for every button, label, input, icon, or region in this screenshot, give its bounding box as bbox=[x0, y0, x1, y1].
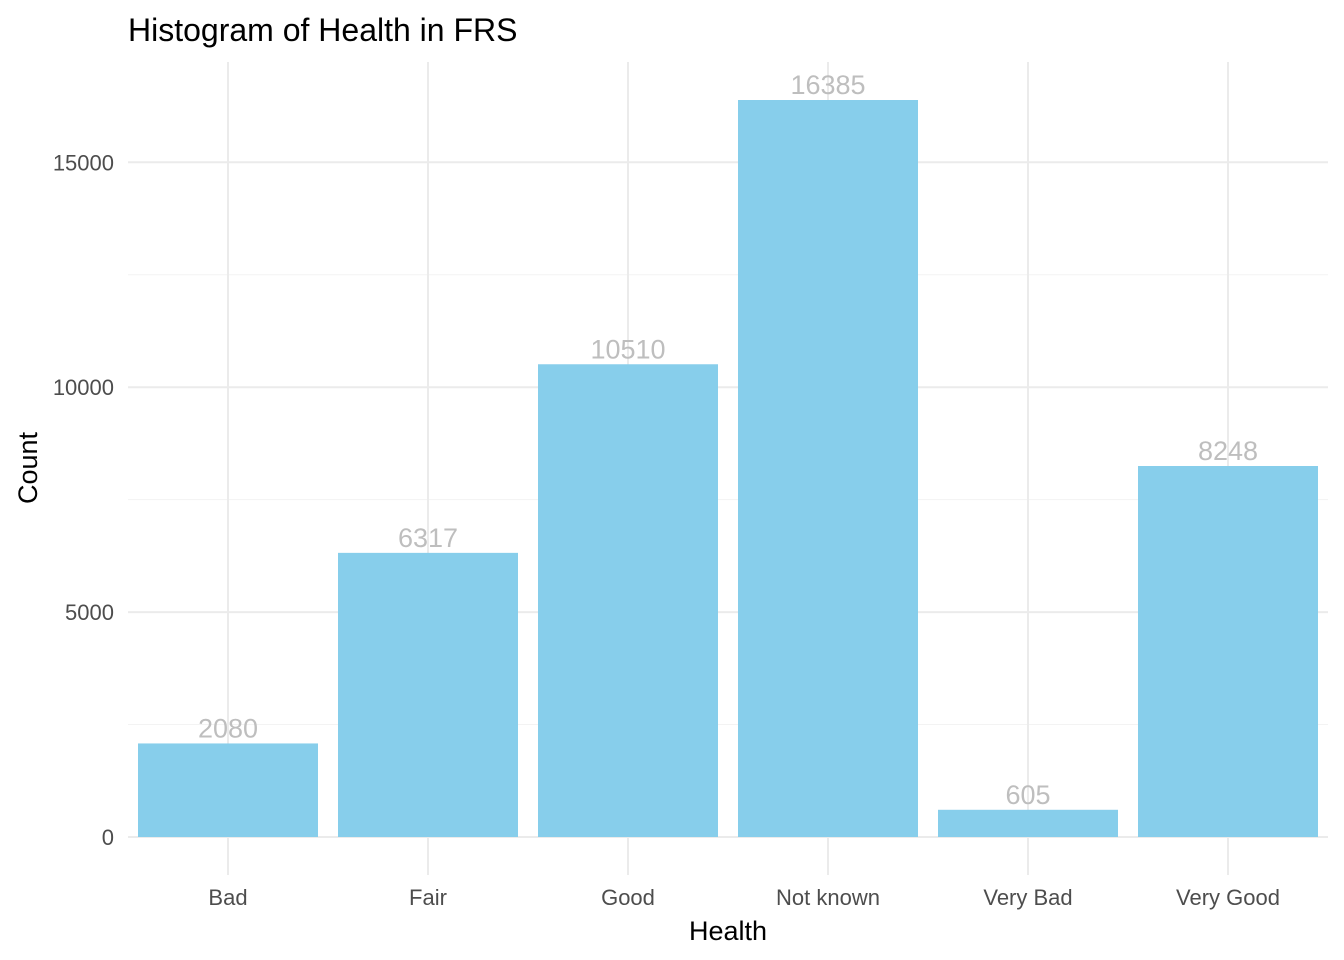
y-tick-label: 5000 bbox=[65, 600, 114, 625]
x-tick-label: Fair bbox=[409, 885, 447, 910]
bars-group bbox=[138, 100, 1318, 837]
x-tick-label: Bad bbox=[208, 885, 247, 910]
y-tick-label: 15000 bbox=[53, 150, 114, 175]
bar-good bbox=[538, 364, 718, 837]
y-tick-label: 10000 bbox=[53, 375, 114, 400]
x-tick-label: Very Good bbox=[1176, 885, 1280, 910]
data-label: 6317 bbox=[398, 523, 458, 553]
data-label: 2080 bbox=[198, 713, 258, 743]
x-tick-label: Good bbox=[601, 885, 655, 910]
data-label: 605 bbox=[1005, 780, 1050, 810]
x-tick-label: Very Bad bbox=[983, 885, 1072, 910]
bar-very-good bbox=[1138, 466, 1318, 837]
bar-bad bbox=[138, 743, 318, 837]
bar-fair bbox=[338, 552, 518, 837]
data-label: 10510 bbox=[590, 334, 665, 364]
data-label: 8248 bbox=[1198, 436, 1258, 466]
x-tick-label: Not known bbox=[776, 885, 880, 910]
y-tick-label: 0 bbox=[102, 825, 114, 850]
x-axis-title: Health bbox=[689, 916, 767, 946]
x-tick-labels: Bad Fair Good Not known Very Bad Very Good bbox=[208, 885, 1280, 910]
y-tick-labels: 0 5000 10000 15000 bbox=[53, 150, 114, 850]
y-axis-title: Count bbox=[13, 431, 43, 504]
chart-title: Histogram of Health in FRS bbox=[128, 12, 517, 48]
bar-not-known bbox=[738, 100, 918, 837]
data-labels-group: 2080 6317 10510 16385 605 8248 bbox=[198, 70, 1258, 810]
bar-very-bad bbox=[938, 809, 1118, 837]
data-label: 16385 bbox=[790, 70, 865, 100]
